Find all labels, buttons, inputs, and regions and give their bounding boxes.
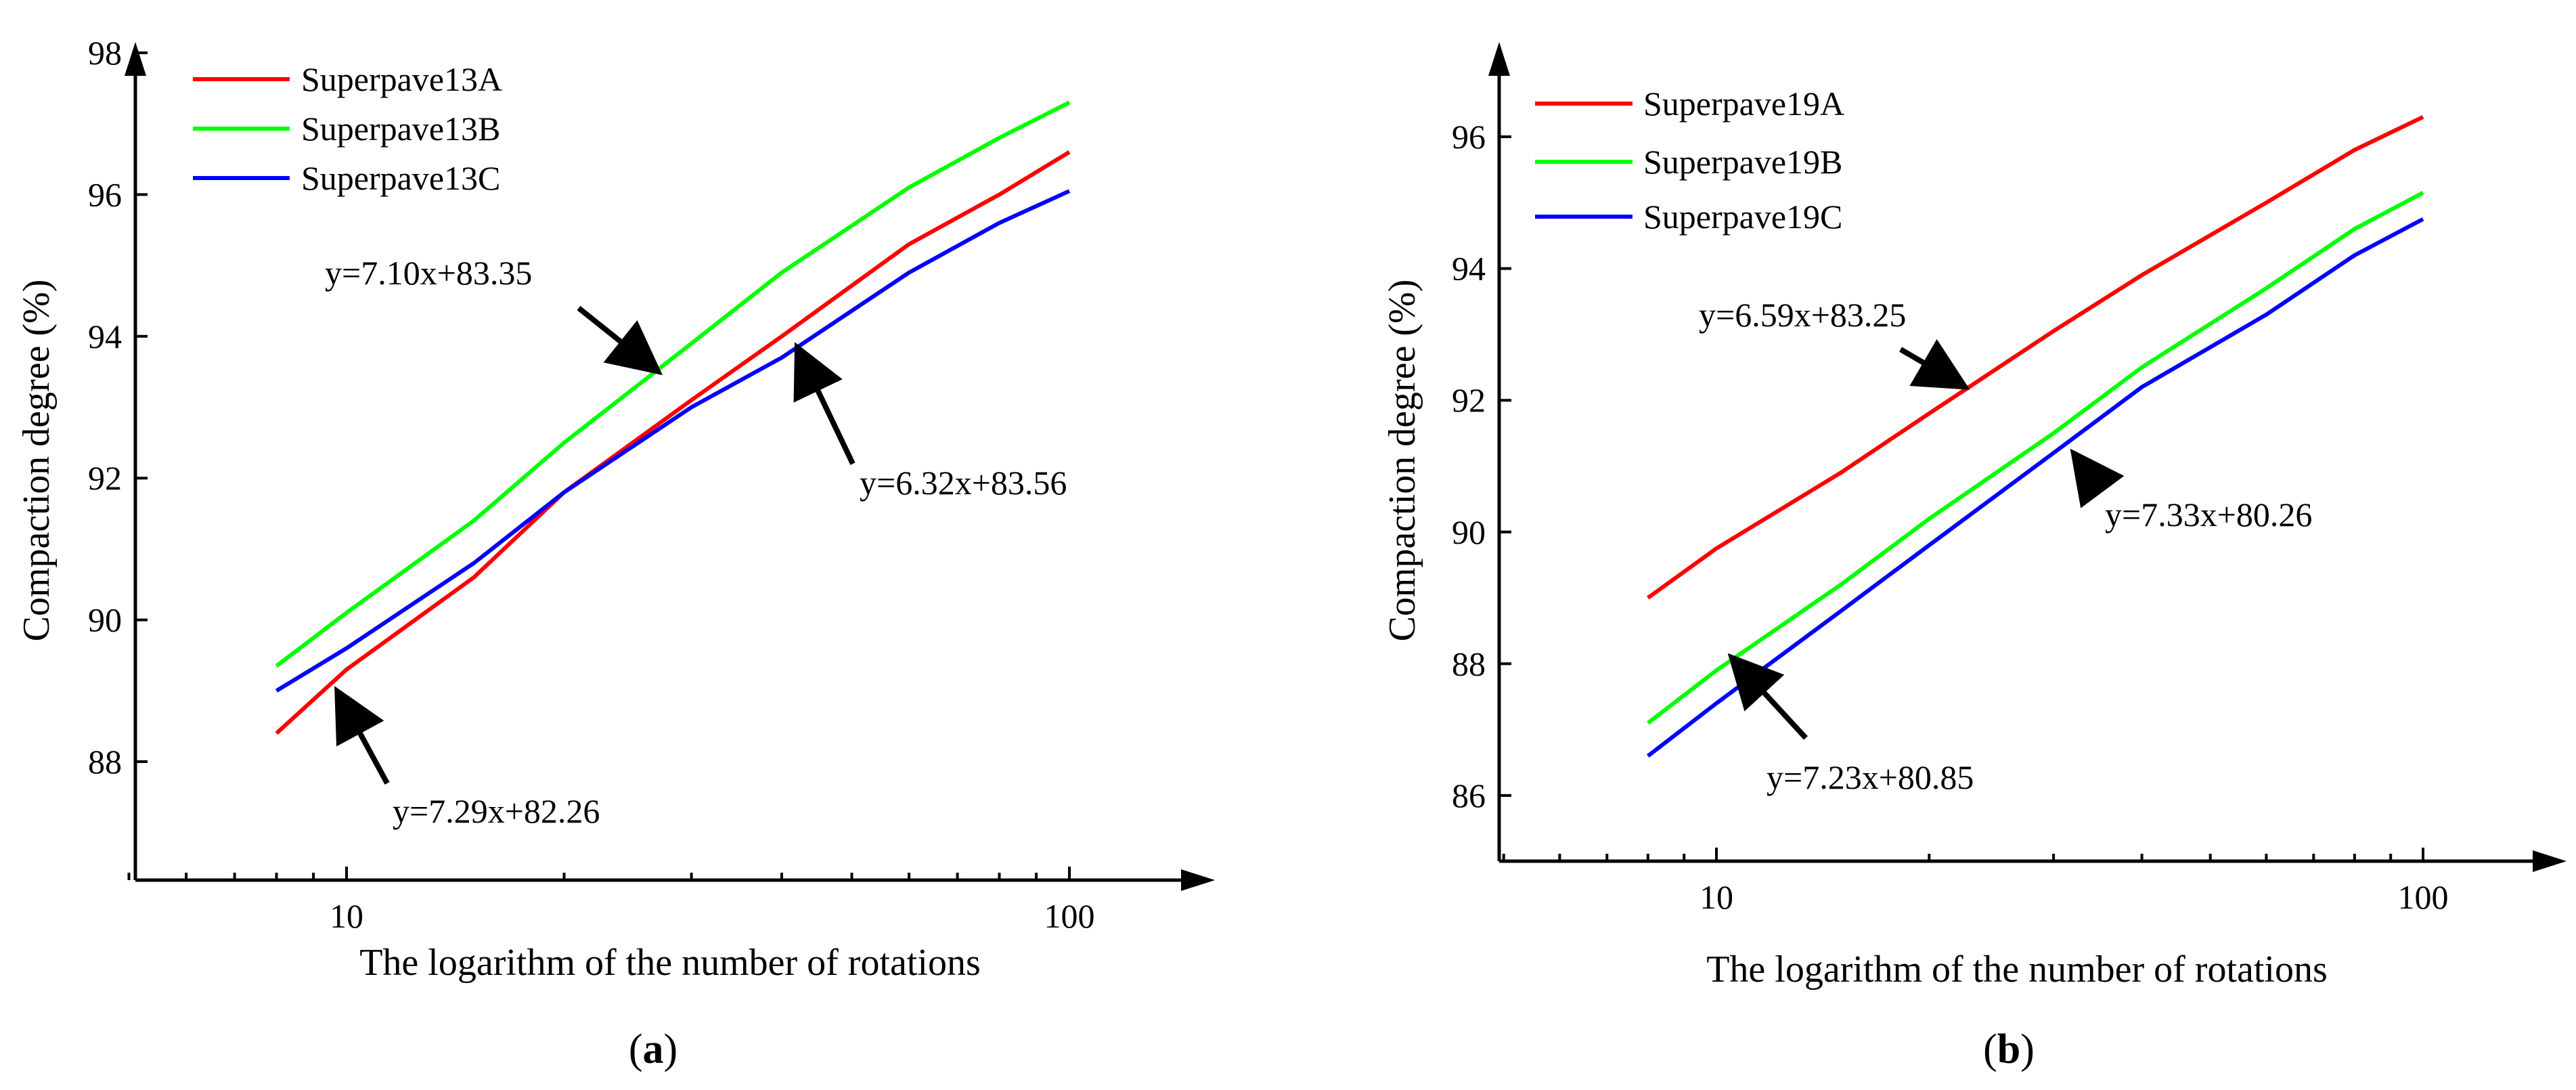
chart-a-x-axis-title: The logarithm of the number of rotations (359, 942, 981, 984)
chart-a-y-axis-title: Compaction degree (%) (16, 280, 58, 642)
chart-b-y-axis-arrow (1488, 42, 1510, 76)
panel-label-a: (a) (629, 1026, 678, 1072)
y-tick-label-90: 90 (1452, 513, 1486, 551)
chart-panel-a: 88 90 92 94 96 98 10 100 The logarithm o… (16, 34, 1215, 1072)
chart-b-annotations: y=6.59x+83.25 y=7.33x+80.26 y=7.23x+80.8… (1699, 296, 2312, 796)
y-tick-label-88: 88 (88, 743, 122, 781)
annotation-b-superpave19c: y=7.23x+80.85 (1767, 758, 1974, 796)
y-tick-label-86: 86 (1452, 777, 1486, 814)
annotation-b-superpave19b: y=7.33x+80.26 (2105, 496, 2312, 533)
x-tick-label-100: 100 (2398, 878, 2449, 916)
y-tick-label-88: 88 (1452, 645, 1486, 682)
legend-label-superpave13b: Superpave13B (301, 110, 500, 148)
chart-a-y-ticks: 88 90 92 94 96 98 (88, 34, 148, 781)
annotation-a-superpave13b: y=7.10x+83.35 (325, 254, 532, 292)
annotation-a-superpave13c: y=6.32x+83.56 (860, 464, 1067, 502)
annotation-arrow-a-superpave13a (334, 686, 390, 785)
legend-label-superpave13c: Superpave13C (301, 159, 500, 197)
chart-a-annotations: y=7.10x+83.35 y=6.32x+83.56 y=7.29x+82.2… (325, 254, 1067, 830)
series-line-superpave13a (275, 150, 1071, 735)
annotation-arrow-b-superpave19a (1898, 339, 1970, 390)
legend-label-superpave19b: Superpave19B (1643, 143, 1842, 181)
x-tick-label-10: 10 (330, 897, 363, 935)
chart-panel-b: 86 88 90 92 94 96 10 100 The logarithm o… (1381, 42, 2567, 1072)
annotation-arrow-b-superpave19b (2070, 448, 2125, 508)
legend-label-superpave19a: Superpave19A (1643, 85, 1844, 123)
panel-label-b: (b) (1983, 1026, 2035, 1072)
x-tick-label-100: 100 (1044, 897, 1095, 935)
annotation-a-superpave13a: y=7.29x+82.26 (393, 792, 600, 830)
chart-a-series-group (275, 100, 1071, 735)
legend-label-superpave13a: Superpave13A (301, 60, 502, 98)
chart-a-x-ticks (127, 867, 1071, 880)
y-tick-label-96: 96 (1452, 118, 1486, 156)
y-tick-label-92: 92 (88, 459, 122, 497)
y-tick-label-90: 90 (88, 601, 122, 639)
legend-label-superpave19c: Superpave19C (1643, 198, 1842, 236)
annotation-arrow-a-superpave13b (577, 305, 663, 376)
chart-a-legend: Superpave13A Superpave13B Superpave13C (193, 60, 502, 197)
y-tick-label-98: 98 (88, 34, 122, 72)
chart-b-x-axis-arrow (2533, 850, 2567, 872)
series-line-superpave19a (1647, 115, 2424, 600)
panel-label-b-letter: b (1997, 1026, 2020, 1072)
annotation-arrow-a-superpave13c (793, 342, 856, 465)
chart-b-legend: Superpave19A Superpave19B Superpave19C (1535, 85, 1844, 236)
panel-label-a-letter: a (643, 1026, 664, 1072)
series-line-superpave13b (275, 100, 1071, 668)
annotation-arrow-b-superpave19c (1727, 653, 1808, 740)
chart-b-x-axis-title: The logarithm of the number of rotations (1706, 949, 2328, 990)
y-tick-label-94: 94 (1452, 250, 1486, 288)
y-tick-label-96: 96 (88, 175, 122, 213)
annotation-b-superpave19a: y=6.59x+83.25 (1699, 296, 1906, 334)
chart-a-x-axis-arrow (1181, 869, 1215, 891)
chart-b-y-ticks: 86 88 90 92 94 96 (1452, 118, 1511, 814)
chart-b-y-axis-title: Compaction degree (%) (1381, 280, 1423, 642)
chart-a-y-axis-arrow (125, 42, 146, 76)
y-tick-label-92: 92 (1452, 381, 1486, 419)
chart-b-x-ticks (1502, 848, 2424, 861)
series-line-superpave13c (275, 189, 1071, 693)
series-line-superpave19b (1646, 191, 2424, 725)
y-tick-label-94: 94 (88, 318, 122, 355)
x-tick-label-10: 10 (1700, 878, 1733, 916)
